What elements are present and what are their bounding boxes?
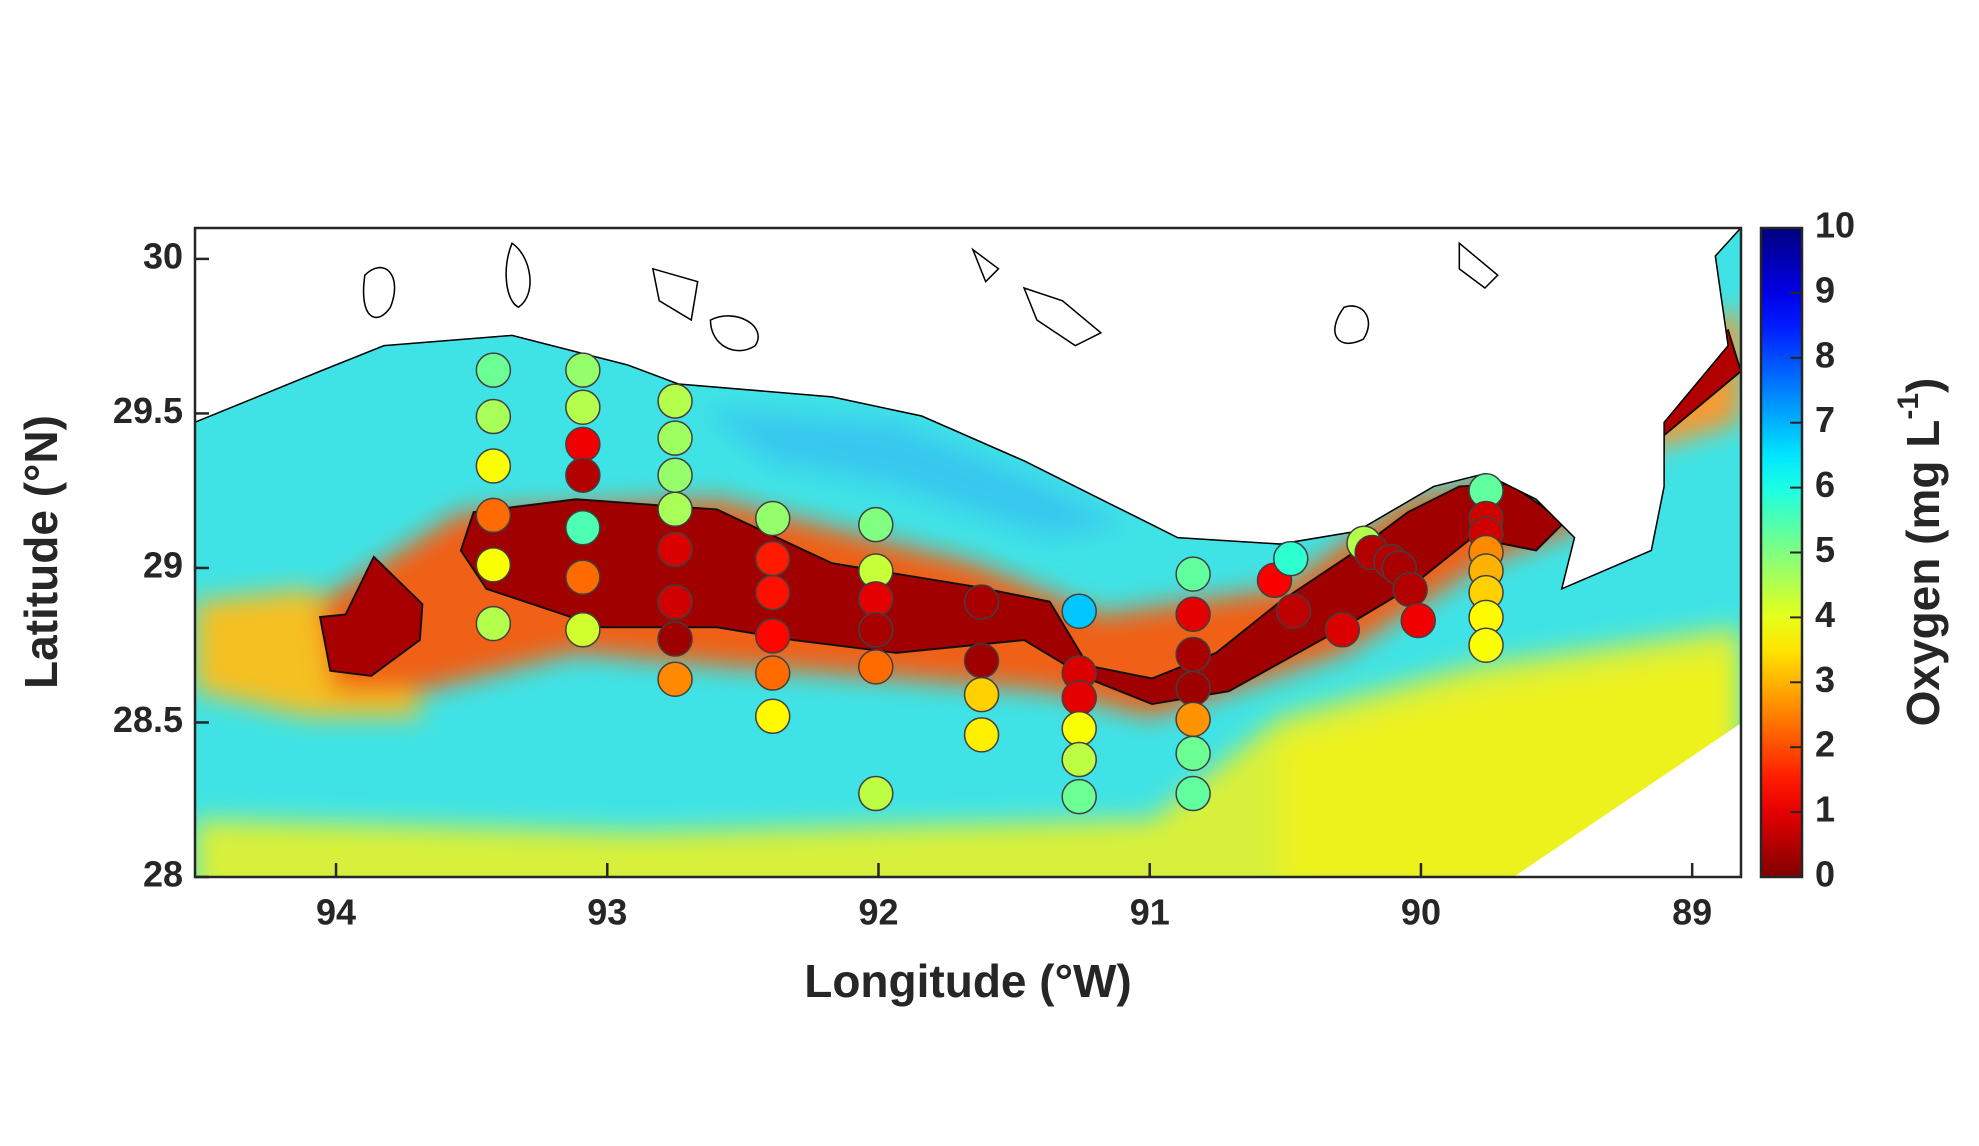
station-point	[657, 621, 693, 657]
station-point	[657, 661, 693, 697]
station-point	[657, 584, 693, 620]
station-point	[1061, 710, 1097, 747]
station-point	[1324, 612, 1361, 648]
station-point	[858, 775, 894, 812]
station-point	[1061, 778, 1097, 815]
colorbar-label-superscript: -1	[1892, 393, 1925, 420]
station-point	[565, 612, 601, 648]
y-axis-label: Latitude (°N)	[15, 415, 67, 689]
station-point	[1273, 540, 1309, 577]
y-tick-label: 29	[143, 544, 183, 585]
colorbar-tick-label: 2	[1815, 724, 1835, 765]
station-point	[565, 389, 601, 425]
station-point	[475, 605, 512, 642]
y-tick-label: 29.5	[113, 390, 183, 431]
y-tick-label: 28	[143, 854, 183, 895]
station-point	[475, 398, 512, 435]
y-tick-label: 30	[143, 235, 183, 276]
x-tick-label: 92	[858, 892, 898, 933]
station-point	[657, 420, 693, 456]
station-point	[963, 676, 1000, 713]
colorbar-tick-label: 4	[1815, 594, 1835, 635]
station-point	[1061, 741, 1097, 778]
colorbar-tick-label: 10	[1815, 205, 1855, 246]
station-point	[475, 497, 512, 534]
station-point	[1275, 593, 1312, 629]
station-point	[1175, 636, 1211, 673]
station-point	[657, 531, 693, 568]
colorbar-tick-label: 9	[1815, 269, 1835, 310]
station-point	[657, 457, 693, 493]
station-point	[754, 500, 791, 537]
colorbar-label: Oxygen (mg L-1)	[1892, 378, 1949, 727]
colorbar-label-suffix: )	[1897, 378, 1949, 393]
x-tick-label: 89	[1672, 892, 1712, 933]
x-tick-label: 93	[587, 892, 627, 933]
station-point	[754, 655, 791, 691]
x-tick-label: 94	[316, 892, 356, 933]
station-point	[963, 717, 1000, 753]
colorbar-tick-label: 1	[1815, 789, 1835, 830]
station-point	[963, 584, 1000, 620]
plot-frame	[193, 226, 1743, 879]
station-point	[858, 506, 894, 543]
stations	[475, 352, 1504, 815]
y-tick-label: 28.5	[113, 699, 183, 740]
station-point	[858, 581, 894, 617]
station-point	[657, 383, 693, 419]
station-point	[1061, 680, 1097, 716]
station-point	[657, 491, 693, 527]
station-point	[1175, 775, 1211, 812]
colorbar-tick-label: 5	[1815, 529, 1835, 570]
station-point	[754, 698, 791, 735]
colorbar-tick-label: 3	[1815, 659, 1835, 700]
x-tick-label: 90	[1401, 892, 1441, 933]
colorbar-tick-label: 0	[1815, 854, 1835, 895]
colorbar-label-text: Oxygen (mg L	[1897, 420, 1949, 727]
station-point	[963, 642, 1000, 679]
station-point	[1175, 701, 1211, 738]
x-tick-label: 91	[1130, 892, 1170, 933]
station-point	[475, 448, 512, 484]
station-point	[475, 547, 512, 583]
station-point	[1175, 670, 1211, 707]
station-point	[565, 510, 601, 546]
station-point	[1400, 602, 1436, 639]
station-point	[858, 612, 894, 648]
station-point	[565, 426, 601, 463]
station-point	[754, 618, 791, 654]
station-point	[858, 649, 894, 685]
x-axis-label: Longitude (°W)	[804, 955, 1132, 1007]
station-point	[1468, 627, 1504, 663]
station-point	[754, 540, 791, 577]
colorbar-tick-label: 6	[1815, 464, 1835, 505]
station-point	[1175, 596, 1211, 633]
station-point	[565, 559, 601, 595]
station-point	[754, 574, 791, 611]
station-point	[1061, 593, 1097, 629]
station-point	[1175, 735, 1211, 772]
station-point	[565, 457, 601, 493]
station-point	[1392, 571, 1428, 608]
station-point	[565, 352, 601, 388]
model-field	[194, 227, 1741, 877]
station-point	[1175, 556, 1211, 592]
colorbar-tick-label: 7	[1815, 399, 1835, 440]
station-point	[475, 352, 512, 388]
colorbar-tick-label: 8	[1815, 334, 1835, 375]
